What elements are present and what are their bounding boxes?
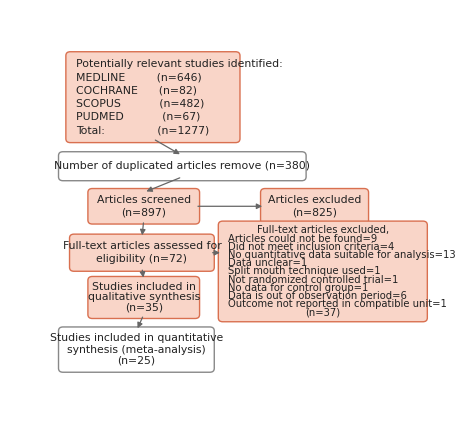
FancyBboxPatch shape (261, 189, 369, 224)
Text: (n=25): (n=25) (118, 356, 155, 366)
Text: (n=897): (n=897) (121, 207, 166, 217)
Text: MEDLINE         (n=646): MEDLINE (n=646) (76, 72, 201, 82)
Text: Outcome not reported in compatible unit=1: Outcome not reported in compatible unit=… (228, 299, 447, 309)
Text: Number of duplicated articles remove (n=380): Number of duplicated articles remove (n=… (55, 161, 310, 171)
Text: (n=35): (n=35) (125, 303, 163, 313)
Text: No quantitative data suitable for analysis=13: No quantitative data suitable for analys… (228, 250, 456, 260)
FancyBboxPatch shape (88, 277, 200, 319)
Text: PUDMED           (n=67): PUDMED (n=67) (76, 112, 200, 122)
Text: SCOPUS           (n=482): SCOPUS (n=482) (76, 99, 204, 109)
Text: synthesis (meta-analysis): synthesis (meta-analysis) (67, 345, 206, 354)
Text: (n=37): (n=37) (305, 308, 340, 318)
FancyBboxPatch shape (70, 234, 214, 271)
FancyBboxPatch shape (88, 189, 200, 224)
Text: Not randomized controlled trial=1: Not randomized controlled trial=1 (228, 275, 399, 285)
Text: Studies included in: Studies included in (92, 282, 196, 292)
FancyBboxPatch shape (66, 52, 240, 143)
Text: Total:               (n=1277): Total: (n=1277) (76, 125, 209, 135)
Text: Split mouth technique used=1: Split mouth technique used=1 (228, 266, 381, 276)
Text: Articles excluded: Articles excluded (268, 195, 361, 205)
FancyBboxPatch shape (58, 152, 306, 181)
Text: COCHRANE      (n=82): COCHRANE (n=82) (76, 85, 197, 96)
FancyBboxPatch shape (58, 327, 214, 372)
Text: (n=825): (n=825) (292, 207, 337, 217)
Text: Articles could not be found=9: Articles could not be found=9 (228, 233, 377, 244)
Text: Articles screened: Articles screened (97, 195, 191, 205)
Text: Full-text articles assessed for: Full-text articles assessed for (63, 242, 221, 251)
Text: Potentially relevant studies identified:: Potentially relevant studies identified: (76, 59, 283, 69)
Text: Studies included in quantitative: Studies included in quantitative (50, 333, 223, 343)
Text: eligibility (n=72): eligibility (n=72) (96, 254, 187, 264)
Text: Did not meet inclusion criteria=4: Did not meet inclusion criteria=4 (228, 242, 394, 252)
Text: Data unclear=1: Data unclear=1 (228, 258, 308, 268)
FancyBboxPatch shape (219, 221, 428, 322)
Text: Full-text articles excluded,: Full-text articles excluded, (257, 225, 389, 235)
Text: Data is out of observation period=6: Data is out of observation period=6 (228, 291, 407, 301)
Text: No data for control group=1: No data for control group=1 (228, 283, 369, 293)
Text: qualitative synthesis: qualitative synthesis (88, 292, 200, 302)
